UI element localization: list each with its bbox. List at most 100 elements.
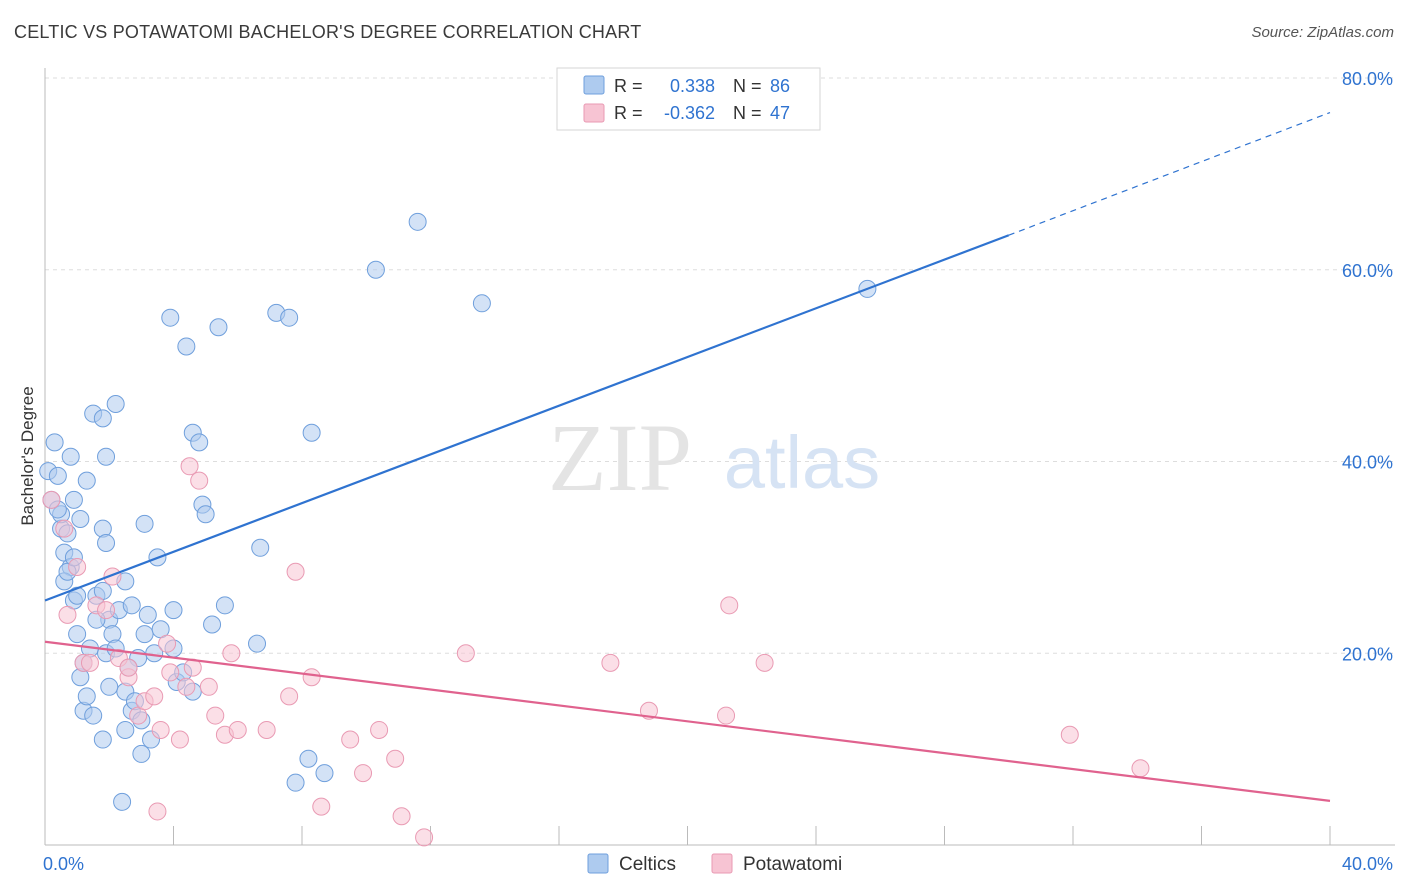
celtics-point[interactable] [315, 764, 334, 783]
celtics-point[interactable] [302, 423, 321, 442]
potawatomi-point[interactable] [286, 562, 305, 581]
y-tick-label: 80.0% [1342, 69, 1393, 89]
potawatomi-point[interactable] [42, 490, 61, 509]
potawatomi-point[interactable] [1060, 725, 1079, 744]
celtics-point[interactable] [177, 337, 196, 356]
celtics-point[interactable] [93, 730, 112, 749]
celtics-point[interactable] [97, 533, 116, 552]
potawatomi-point[interactable] [392, 807, 411, 826]
potawatomi-point[interactable] [755, 653, 774, 672]
celtics-point[interactable] [135, 514, 154, 533]
potawatomi-point[interactable] [97, 601, 116, 620]
axis-layer: 20.0% 40.0% 60.0% 80.0% 0.0% 40.0% [43, 68, 1395, 874]
celtics-point[interactable] [408, 212, 427, 231]
celtics-point[interactable] [100, 677, 119, 696]
potawatomi-point[interactable] [312, 797, 331, 816]
x-tick-label: 0.0% [43, 854, 84, 874]
celtics-point[interactable] [48, 466, 67, 485]
potawatomi-point[interactable] [55, 519, 74, 538]
celtics-point[interactable] [71, 510, 90, 529]
potawatomi-point[interactable] [180, 457, 199, 476]
potawatomi-point[interactable] [199, 677, 218, 696]
potawatomi-point[interactable] [1131, 759, 1150, 778]
potawatomi-point[interactable] [190, 471, 209, 490]
stats-r-value: -0.362 [664, 103, 715, 123]
chart-title: CELTIC VS POTAWATOMI BACHELOR'S DEGREE C… [14, 22, 642, 42]
potawatomi-point[interactable] [148, 802, 167, 821]
stats-row-potawatomi: R = -0.362 N = 47 [583, 103, 790, 123]
celtics-point[interactable] [286, 773, 305, 792]
celtics-point[interactable] [77, 687, 96, 706]
trend-layer [44, 111, 1331, 802]
potawatomi-point[interactable] [119, 658, 138, 677]
celtics-point[interactable] [190, 433, 209, 452]
potawatomi-point[interactable] [206, 706, 225, 725]
legend-swatch-celtics [587, 853, 609, 874]
celtics-point[interactable] [135, 625, 154, 644]
celtics-point[interactable] [138, 605, 157, 624]
potawatomi-point[interactable] [158, 634, 177, 653]
potawatomi-point[interactable] [68, 557, 87, 576]
potawatomi-point[interactable] [280, 687, 299, 706]
celtics-point[interactable] [251, 538, 270, 557]
celtics-point[interactable] [215, 596, 234, 615]
potawatomi-point[interactable] [386, 749, 405, 768]
celtics-point[interactable] [248, 634, 267, 653]
legend-item-potawatomi[interactable]: Potawatomi [711, 853, 842, 875]
potawatomi-point[interactable] [161, 663, 180, 682]
potawatomi-swatch [583, 103, 605, 123]
celtics-point[interactable] [45, 433, 64, 452]
potawatomi-point[interactable] [170, 730, 189, 749]
potawatomi-point[interactable] [456, 644, 475, 663]
celtics-point[interactable] [209, 318, 228, 337]
potawatomi-point[interactable] [228, 720, 247, 739]
stats-n-value: 47 [770, 103, 790, 123]
grid-layer [45, 77, 1395, 654]
celtics-point[interactable] [68, 625, 87, 644]
y-tick-label: 60.0% [1342, 261, 1393, 281]
potawatomi-point[interactable] [151, 720, 170, 739]
celtics-point[interactable] [203, 615, 222, 634]
celtics-point[interactable] [472, 294, 491, 313]
celtics-point[interactable] [84, 706, 103, 725]
celtics-point[interactable] [77, 471, 96, 490]
potawatomi-point[interactable] [257, 720, 276, 739]
potawatomi-point[interactable] [717, 706, 736, 725]
potawatomi-point[interactable] [341, 730, 360, 749]
celtics-point[interactable] [164, 601, 183, 620]
points-layer [39, 212, 1150, 847]
legend: Celtics Potawatomi [587, 853, 842, 875]
potawatomi-point[interactable] [58, 605, 77, 624]
celtics-point[interactable] [122, 596, 141, 615]
potawatomi-point[interactable] [720, 596, 739, 615]
stats-n-value: 86 [770, 76, 790, 96]
celtics-point[interactable] [64, 490, 83, 509]
celtics-point[interactable] [61, 447, 80, 466]
potawatomi-point[interactable] [222, 644, 241, 663]
x-tick-label: 40.0% [1342, 854, 1393, 874]
potawatomi-point[interactable] [370, 720, 389, 739]
potawatomi-point[interactable] [80, 653, 99, 672]
celtics-point[interactable] [196, 505, 215, 524]
potawatomi-point[interactable] [354, 764, 373, 783]
stats-r-label: R = [614, 76, 643, 96]
potawatomi-point[interactable] [601, 653, 620, 672]
celtics-point[interactable] [97, 447, 116, 466]
y-tick-label: 20.0% [1342, 644, 1393, 664]
celtics-point[interactable] [113, 792, 132, 811]
celtics-point[interactable] [161, 308, 180, 327]
watermark: ZIP atlas [548, 404, 880, 511]
celtics-point[interactable] [116, 720, 135, 739]
legend-item-celtics[interactable]: Celtics [587, 853, 676, 875]
potawatomi-point[interactable] [302, 668, 321, 687]
celtics-point[interactable] [280, 308, 299, 327]
potawatomi-point[interactable] [415, 828, 434, 847]
celtics-point[interactable] [93, 409, 112, 428]
potawatomi-point[interactable] [145, 687, 164, 706]
potawatomi-point[interactable] [177, 677, 196, 696]
celtics-point[interactable] [366, 260, 385, 279]
celtics-point[interactable] [299, 749, 318, 768]
celtics-point[interactable] [106, 394, 125, 413]
celtics-point[interactable] [132, 744, 151, 763]
